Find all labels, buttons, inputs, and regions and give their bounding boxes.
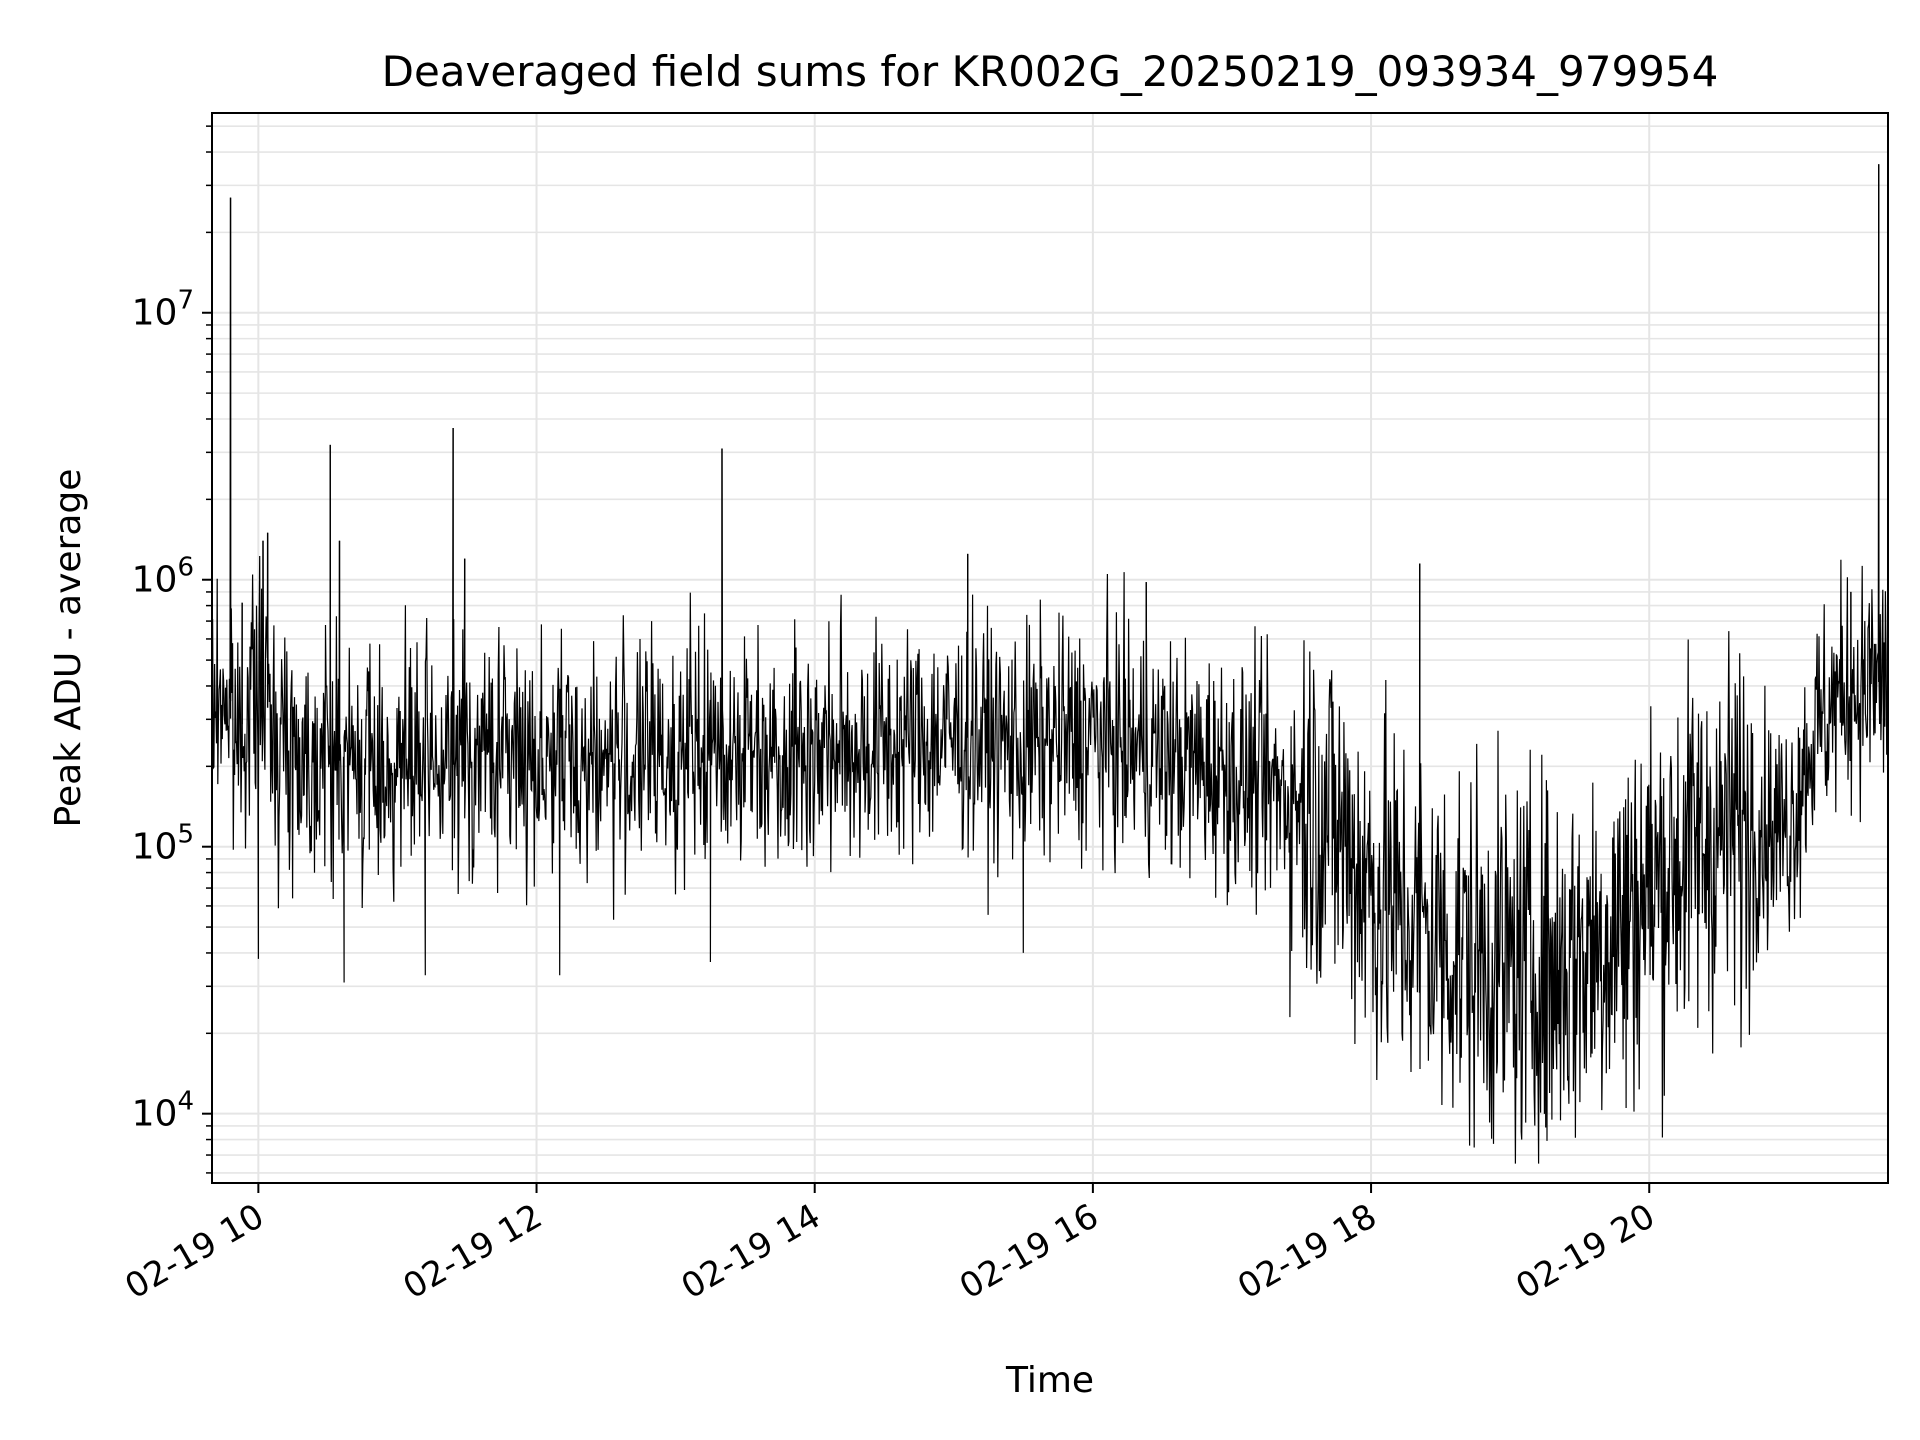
plot-area-frame xyxy=(211,112,1889,1184)
y-tick-label: 106 xyxy=(132,553,194,601)
data-series xyxy=(211,164,1889,1164)
series-line xyxy=(211,164,1889,1164)
x-axis-label: Time xyxy=(1005,1360,1094,1401)
y-axis-label: Peak ADU - average xyxy=(48,469,89,828)
chart-title: Deaveraged field sums for KR002G_2025021… xyxy=(382,47,1719,96)
y-tick-label: 104 xyxy=(132,1087,194,1135)
grid xyxy=(212,113,1888,1183)
y-tick-label: 107 xyxy=(132,286,194,334)
y-tick-label: 105 xyxy=(132,820,194,868)
